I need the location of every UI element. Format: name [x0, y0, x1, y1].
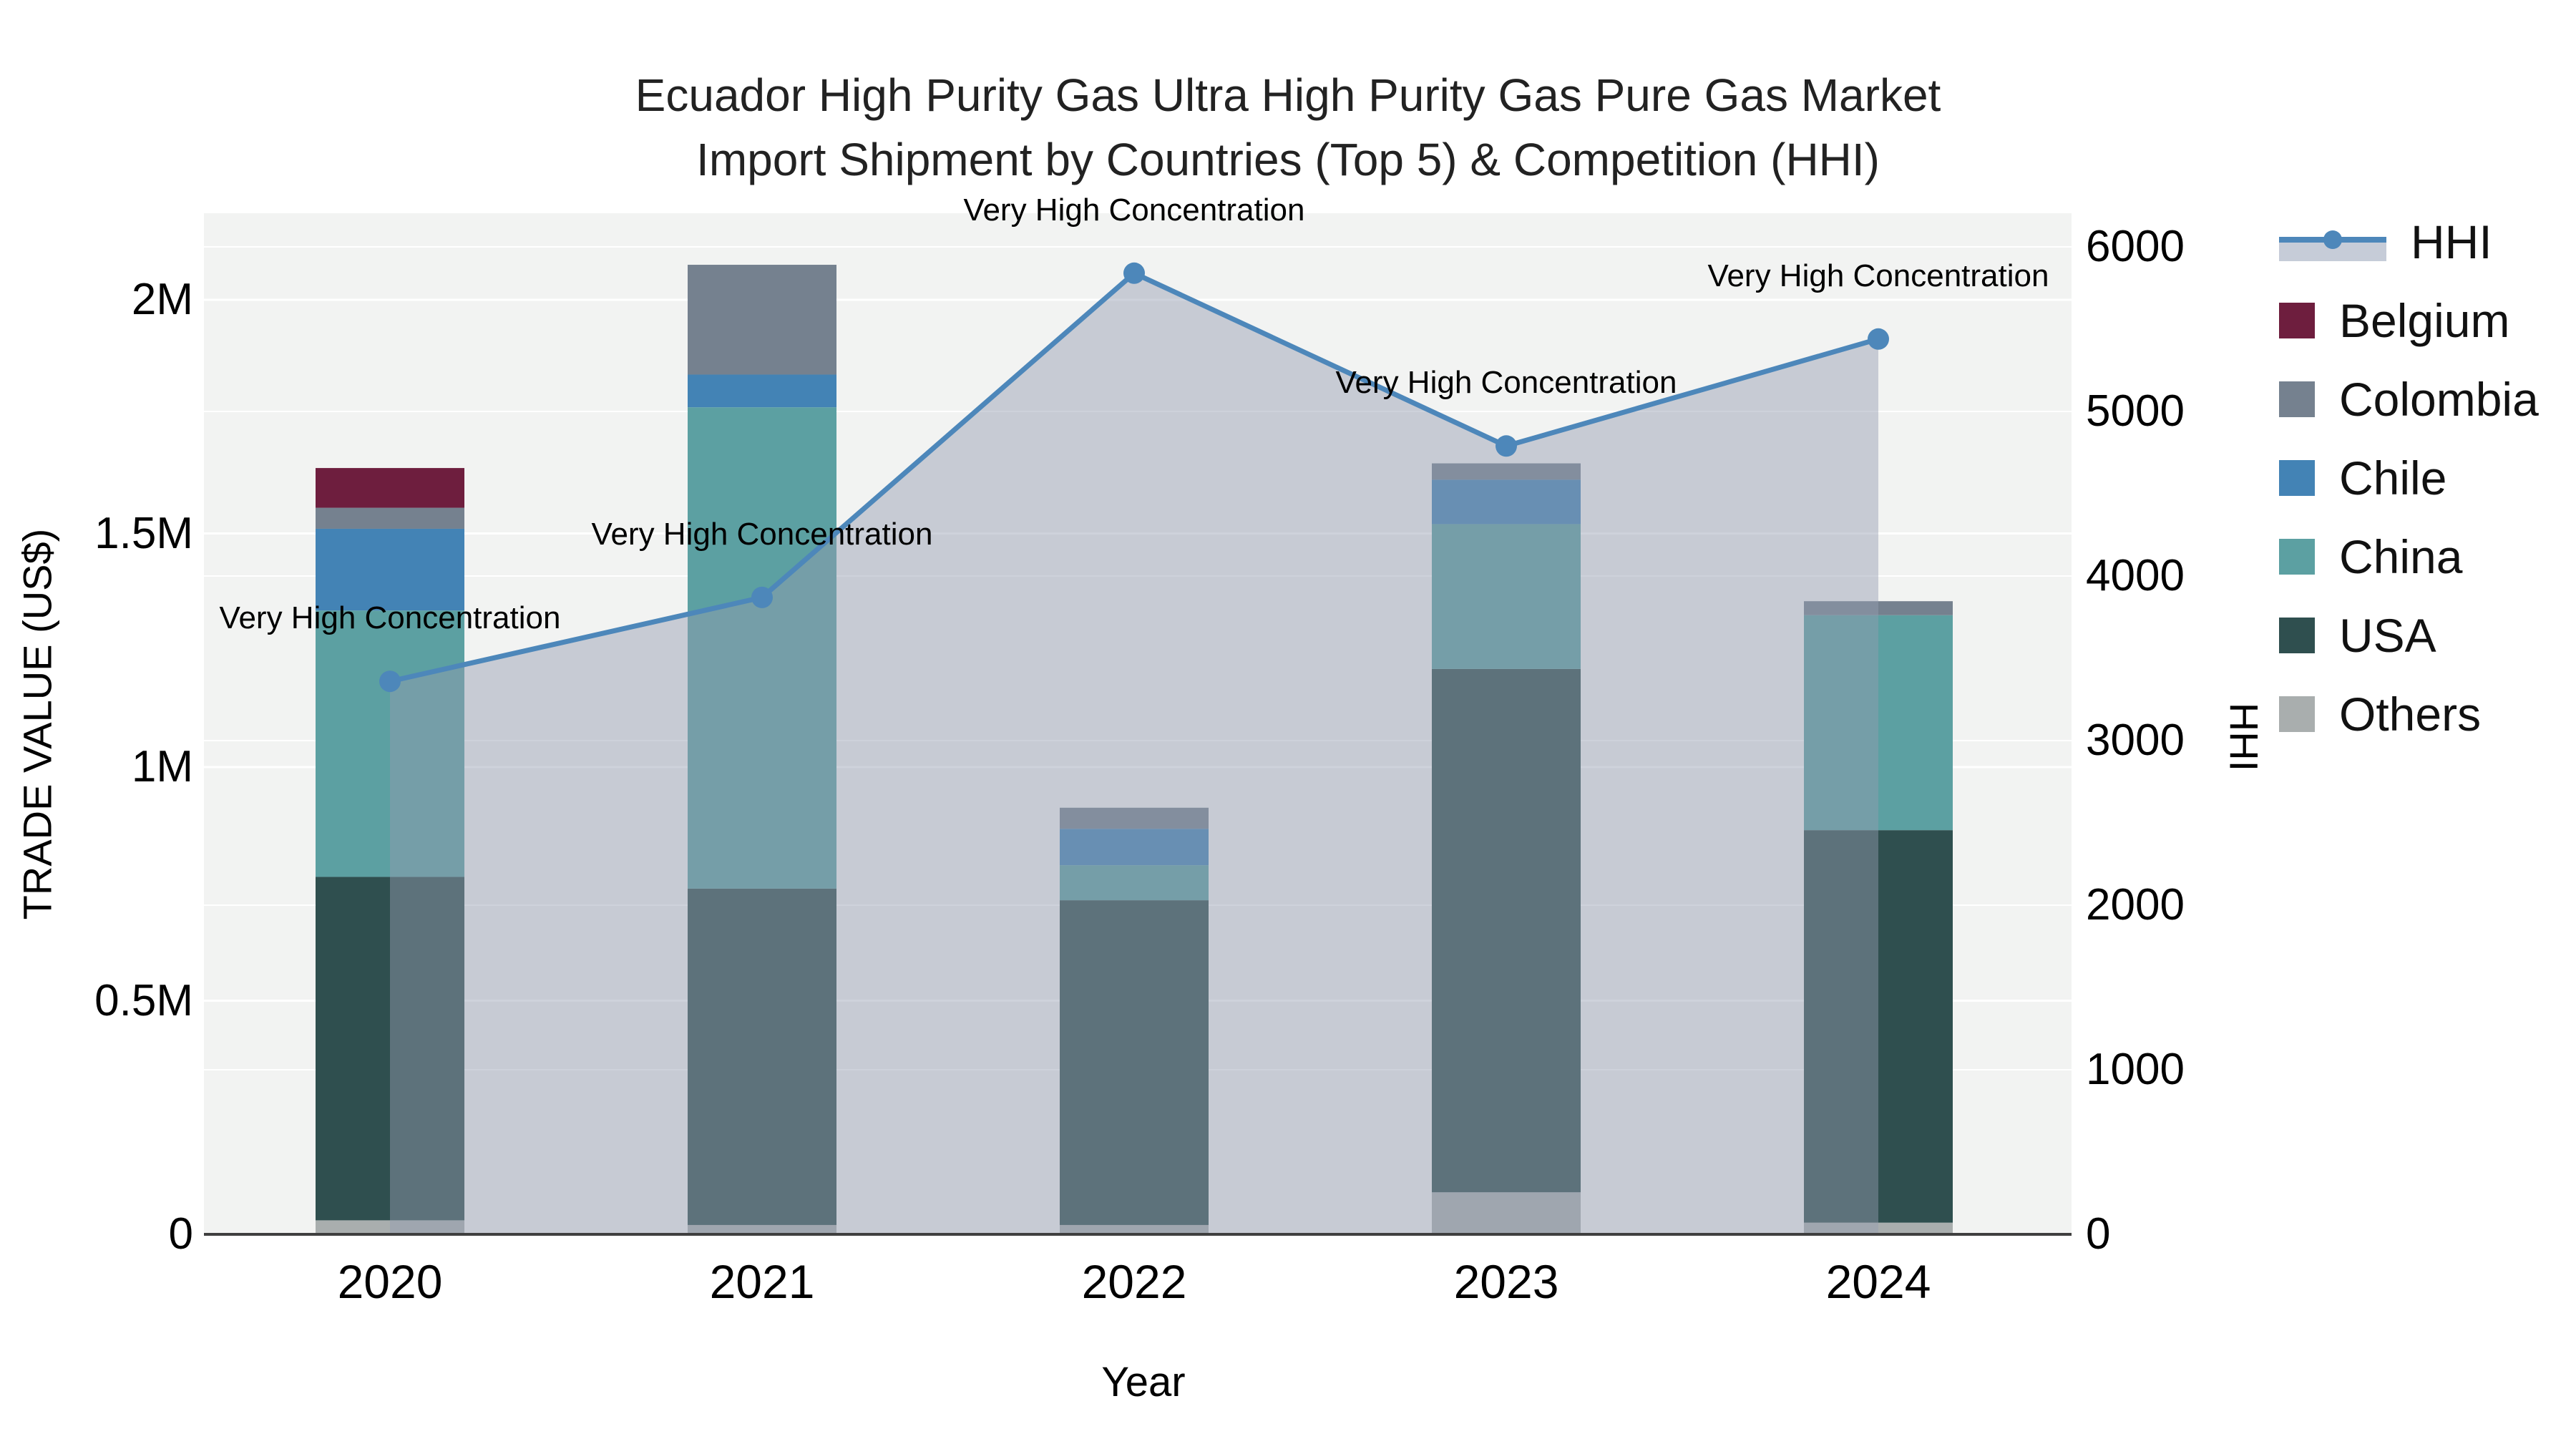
- y-right-tick: 4000: [2086, 551, 2185, 600]
- legend-item-hhi[interactable]: HHI: [2279, 215, 2539, 269]
- bar-segment-colombia-2020[interactable]: [316, 507, 464, 529]
- legend-swatch-others-icon: [2279, 696, 2315, 732]
- legend-label-chile: Chile: [2339, 452, 2447, 504]
- bar-segment-others-2021[interactable]: [688, 1224, 836, 1234]
- legend-swatch-belgium-icon: [2279, 303, 2315, 338]
- bar-segment-colombia-2022[interactable]: [1060, 807, 1209, 829]
- x-tick-2020: 2020: [337, 1255, 443, 1308]
- hhi-marker-2023[interactable]: [1496, 435, 1517, 457]
- legend-item-others[interactable]: Others: [2279, 687, 2539, 741]
- bar-segment-china-2021[interactable]: [688, 407, 836, 889]
- y-right-tick: 1000: [2086, 1045, 2185, 1094]
- bar-segment-usa-2022[interactable]: [1060, 900, 1209, 1225]
- bar-segment-usa-2021[interactable]: [688, 888, 836, 1225]
- x-tick-2023: 2023: [1453, 1255, 1559, 1308]
- bar-segment-chile-2021[interactable]: [688, 374, 836, 408]
- legend-swatch-chile-icon: [2279, 460, 2315, 496]
- bar-segment-usa-2023[interactable]: [1432, 668, 1581, 1193]
- x-axis-title: Year: [1101, 1359, 1186, 1405]
- bar-segment-chile-2022[interactable]: [1060, 829, 1209, 866]
- hhi-marker-2022[interactable]: [1123, 262, 1145, 284]
- annotation-2024: Very High Concentration: [1707, 258, 2049, 293]
- bar-segment-others-2024[interactable]: [1804, 1222, 1953, 1234]
- annotation-2022: Very High Concentration: [963, 192, 1305, 228]
- legend-swatch-usa-icon: [2279, 618, 2315, 653]
- bar-segment-chile-2023[interactable]: [1432, 479, 1581, 525]
- bar-segment-chile-2020[interactable]: [316, 528, 464, 611]
- x-tick-2022: 2022: [1081, 1255, 1187, 1308]
- annotation-2021: Very High Concentration: [591, 516, 933, 552]
- y-right-tick: 2000: [2086, 880, 2185, 930]
- legend-swatch-colombia-icon: [2279, 381, 2315, 417]
- y-left-axis-title: TRADE VALUE (US$): [14, 528, 60, 920]
- bar-segment-others-2023[interactable]: [1432, 1192, 1581, 1234]
- legend-label-belgium: Belgium: [2339, 294, 2510, 347]
- hhi-marker-2020[interactable]: [379, 670, 401, 693]
- chart-title-line2: Import Shipment by Countries (Top 5) & C…: [696, 134, 1880, 185]
- legend: HHI Belgium Colombia Chile China USA Others: [2279, 215, 2539, 741]
- bar-segment-usa-2020[interactable]: [316, 877, 464, 1221]
- annotation-2023: Very High Concentration: [1335, 365, 1677, 401]
- legend-label-colombia: Colombia: [2339, 373, 2539, 426]
- hhi-area-fill: [390, 273, 1878, 1234]
- x-tick-2021: 2021: [709, 1255, 815, 1308]
- y-left-tick: 1.5M: [94, 508, 193, 558]
- legend-item-colombia[interactable]: Colombia: [2279, 372, 2539, 426]
- annotation-2020: Very High Concentration: [219, 600, 561, 636]
- y-right-axis-title: HHI: [2221, 702, 2267, 772]
- legend-item-chile[interactable]: Chile: [2279, 451, 2539, 505]
- bar-segment-china-2024[interactable]: [1804, 615, 1953, 831]
- bar-segment-colombia-2023[interactable]: [1432, 463, 1581, 480]
- legend-item-usa[interactable]: USA: [2279, 608, 2539, 663]
- bar-segment-china-2023[interactable]: [1432, 524, 1581, 669]
- legend-label-hhi: HHI: [2411, 215, 2492, 268]
- y-right-tick: 5000: [2086, 386, 2185, 436]
- chart-title: Ecuador High Purity Gas Ultra High Purit…: [635, 63, 1941, 192]
- legend-swatch-hhi-icon: [2279, 221, 2386, 263]
- y-left-tick: 1M: [131, 742, 193, 791]
- y-left-tick: 0.5M: [94, 975, 193, 1025]
- y-right-tick: 6000: [2086, 222, 2185, 271]
- legend-label-others: Others: [2339, 688, 2482, 741]
- bar-segment-others-2022[interactable]: [1060, 1224, 1209, 1234]
- y-right-tick: 3000: [2086, 716, 2185, 765]
- x-tick-2024: 2024: [1825, 1255, 1931, 1308]
- legend-label-china: China: [2339, 530, 2463, 583]
- legend-swatch-china-icon: [2279, 539, 2315, 575]
- bar-segment-belgium-2020[interactable]: [316, 468, 464, 508]
- y-left-tick: 0: [168, 1209, 193, 1259]
- legend-label-usa: USA: [2339, 609, 2436, 662]
- hhi-marker-2021[interactable]: [751, 586, 773, 608]
- bar-segment-china-2022[interactable]: [1060, 865, 1209, 901]
- chart-title-line1: Ecuador High Purity Gas Ultra High Purit…: [635, 69, 1941, 121]
- hhi-marker-swatch-icon: [2323, 230, 2342, 249]
- y-left-tick: 2M: [131, 275, 193, 324]
- bar-segment-colombia-2021[interactable]: [688, 265, 836, 375]
- bar-segment-others-2020[interactable]: [316, 1220, 464, 1234]
- y-right-tick: 0: [2086, 1209, 2111, 1259]
- hhi-marker-2024[interactable]: [1868, 328, 1889, 350]
- legend-item-china[interactable]: China: [2279, 530, 2539, 584]
- bar-segment-usa-2024[interactable]: [1804, 830, 1953, 1223]
- legend-item-belgium[interactable]: Belgium: [2279, 293, 2539, 348]
- bar-segment-china-2020[interactable]: [316, 610, 464, 877]
- bar-segment-colombia-2024[interactable]: [1804, 601, 1953, 615]
